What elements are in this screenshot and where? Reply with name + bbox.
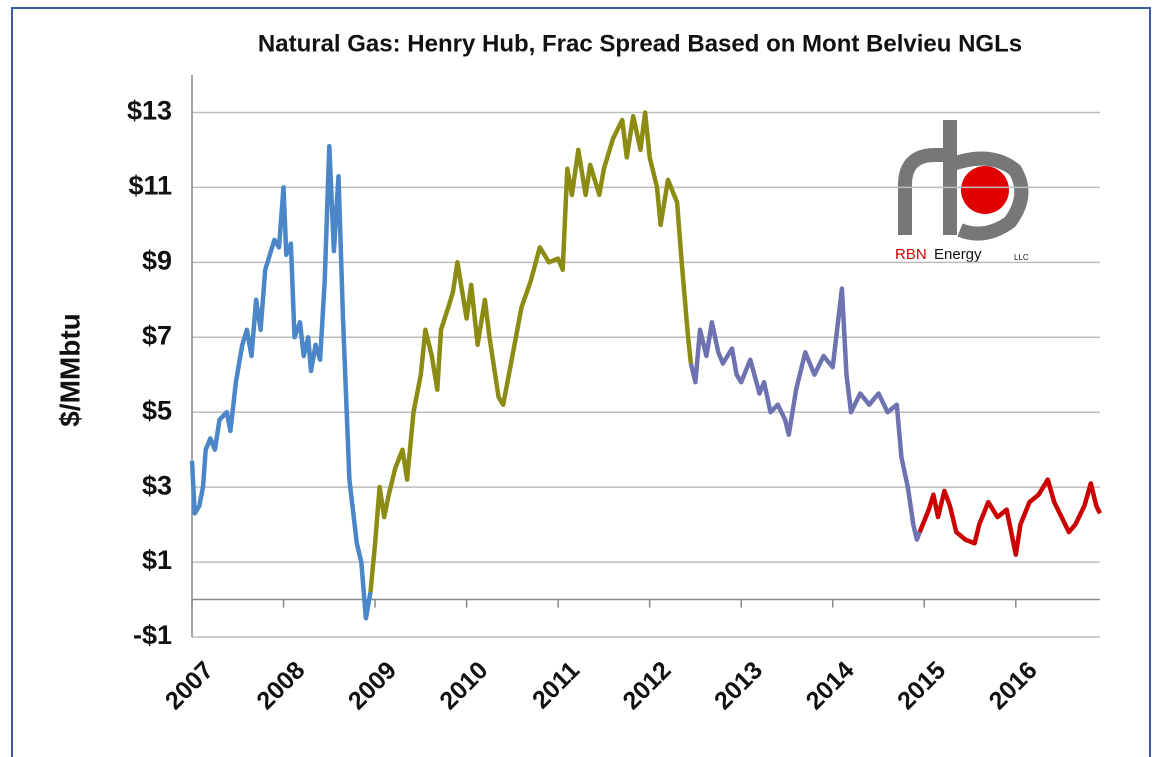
x-tick-label: 2012 bbox=[617, 656, 676, 715]
y-tick-label: -$1 bbox=[133, 620, 172, 650]
logo-pipe bbox=[898, 148, 945, 235]
x-tick-label: 2008 bbox=[251, 656, 310, 715]
logo-text: RBN bbox=[895, 246, 927, 263]
y-axis-label: $/MMbtu bbox=[54, 313, 85, 427]
line-series bbox=[189, 143, 373, 621]
x-tick-label: 2011 bbox=[527, 656, 585, 714]
y-tick-label: $9 bbox=[142, 245, 172, 275]
x-tick-label: 2015 bbox=[892, 656, 951, 715]
x-tick-label: 2013 bbox=[709, 656, 768, 715]
logo-ball bbox=[961, 166, 1009, 214]
logo: RBN Energy LLC bbox=[895, 120, 1029, 263]
x-tick-label: 2010 bbox=[434, 656, 493, 715]
x-tick-label: 2009 bbox=[343, 656, 402, 715]
y-tick-label: $3 bbox=[142, 470, 172, 500]
line-series bbox=[917, 477, 1103, 557]
y-tick-label: $11 bbox=[128, 171, 172, 201]
line-series bbox=[688, 286, 922, 542]
chart-title: Natural Gas: Henry Hub, Frac Spread Base… bbox=[258, 30, 1022, 57]
x-tick-label: 2014 bbox=[801, 656, 860, 715]
y-tick-label: $5 bbox=[142, 395, 172, 425]
line-series bbox=[368, 110, 694, 593]
logo-text: LLC bbox=[1014, 253, 1029, 262]
y-tick-label: $13 bbox=[127, 96, 172, 126]
logo-pipe bbox=[947, 151, 1029, 241]
logo-text: Energy bbox=[934, 246, 982, 263]
x-tick-label: 2007 bbox=[160, 656, 219, 715]
y-tick-label: $1 bbox=[142, 545, 172, 575]
frame bbox=[11, 7, 1151, 757]
y-tick-label: $7 bbox=[142, 320, 172, 350]
x-tick-label: 2016 bbox=[984, 656, 1043, 715]
